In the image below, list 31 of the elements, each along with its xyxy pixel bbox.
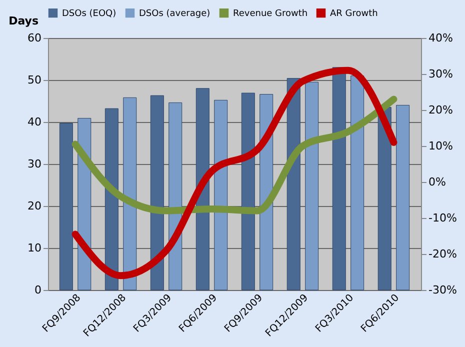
bar [104,108,118,290]
legend-label: DSOs (EOQ) [62,9,116,20]
bar [332,67,346,290]
y-tick-label: 50 [28,74,42,86]
bar [378,107,392,290]
y2-tick-label: -20% [428,248,457,260]
y2-tick-label: -10% [428,212,457,224]
legend-label: AR Growth [330,9,378,20]
bar [59,123,73,290]
y-tick-label: 10 [28,242,42,254]
legend-label: DSOs (average) [139,9,210,20]
y2-tick-label: 10% [428,140,453,152]
bar [150,95,164,290]
y2-tick-label: 20% [428,104,453,116]
bar [123,97,137,290]
bar [350,76,364,290]
y-tick-label: 30 [28,158,42,170]
bar [305,82,319,290]
y-tick-label: 0 [34,284,42,296]
y-tick-label: 20 [28,200,42,212]
bar [396,104,410,290]
y2-tick-label: 0% [428,176,446,188]
y2-tick-label: 40% [428,32,453,44]
y-axis-title: Days [8,14,39,28]
legend-label: Revenue Growth [233,9,308,20]
y-tick-label: 40 [28,116,42,128]
bar [214,100,228,290]
y2-tick-label: 30% [428,68,453,80]
y2-tick-label: -30% [428,284,457,296]
bar [241,92,255,290]
y-tick-label: 60 [28,32,42,44]
